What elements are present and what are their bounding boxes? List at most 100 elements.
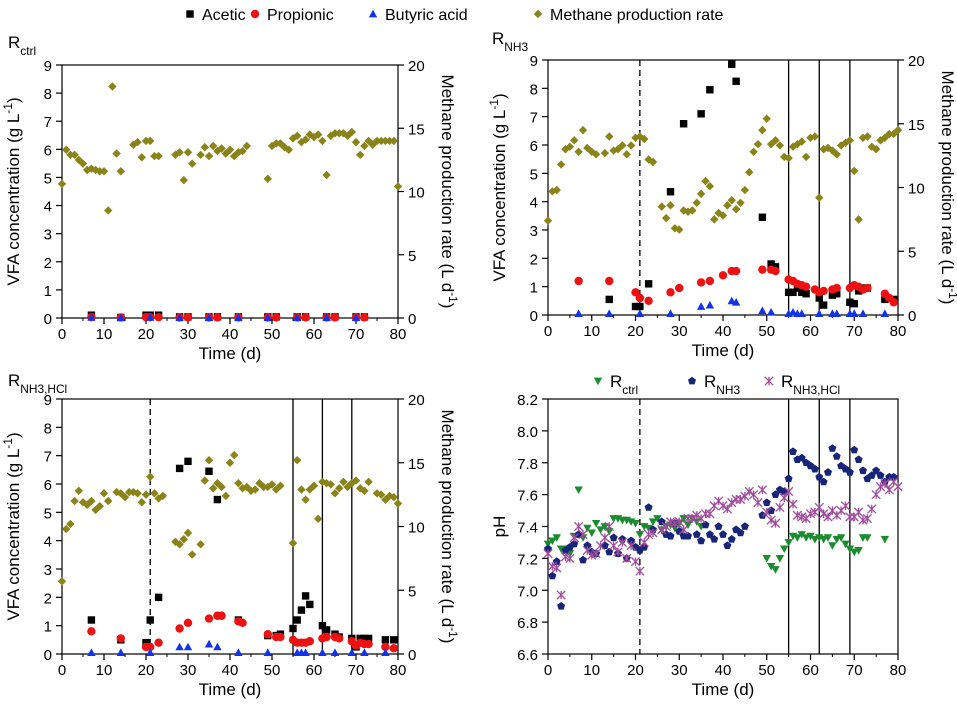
x-tick-label: 50 xyxy=(264,326,281,343)
data-point xyxy=(213,495,222,504)
data-point xyxy=(696,189,706,199)
data-point xyxy=(770,518,781,528)
data-point xyxy=(630,556,641,567)
data-point xyxy=(293,616,301,624)
data-point xyxy=(771,263,780,271)
legend-marker xyxy=(250,9,260,19)
data-point xyxy=(242,141,251,151)
data-point xyxy=(705,509,715,519)
data-point xyxy=(74,486,83,495)
data-point xyxy=(548,571,557,580)
data-point xyxy=(692,198,701,207)
data-point xyxy=(780,545,789,554)
plot-frame xyxy=(61,398,399,655)
data-point xyxy=(748,489,759,500)
data-point xyxy=(771,566,780,574)
data-point xyxy=(718,501,728,511)
data-point xyxy=(675,283,684,293)
data-point xyxy=(889,472,898,481)
data-point xyxy=(225,145,235,154)
x-tick-label: 80 xyxy=(390,662,407,679)
y-tick-label: 7 xyxy=(44,114,52,131)
data-point xyxy=(797,531,806,539)
data-point xyxy=(880,309,890,317)
x-tick-label: 70 xyxy=(846,323,863,340)
data-point xyxy=(797,137,806,146)
y-tick-label: 8.2 xyxy=(517,392,538,409)
y-tick-label: 6.6 xyxy=(517,647,538,664)
data-point xyxy=(146,616,154,624)
data-point xyxy=(142,638,150,647)
y-tick-label: 0 xyxy=(44,311,52,328)
y-tick-label: 3 xyxy=(44,562,52,579)
data-point xyxy=(718,271,728,280)
data-point xyxy=(819,301,828,309)
data-point xyxy=(591,548,601,559)
x-tick-label: 0 xyxy=(58,662,66,679)
data-point xyxy=(884,485,894,495)
y-axis-label: VFA concentration (g L-1) xyxy=(1,97,23,285)
data-point xyxy=(267,480,277,489)
data-point xyxy=(284,145,293,154)
data-point xyxy=(272,313,281,322)
data-point xyxy=(700,509,711,519)
x-tick-label: 30 xyxy=(671,662,688,679)
data-point xyxy=(740,185,750,195)
y-tick-label: 7.0 xyxy=(517,583,538,600)
data-point xyxy=(788,499,798,509)
data-point xyxy=(146,642,155,652)
x-tick-label: 60 xyxy=(306,662,323,679)
data-point xyxy=(175,624,184,633)
y2-tick-label: 0 xyxy=(908,308,916,325)
data-point xyxy=(697,536,706,545)
x-tick-label: 40 xyxy=(715,323,732,340)
legend-marker xyxy=(368,9,378,18)
data-point xyxy=(635,566,645,576)
data-point xyxy=(797,453,806,462)
data-point xyxy=(608,540,619,551)
data-point xyxy=(766,307,776,316)
data-point xyxy=(683,513,693,524)
data-point xyxy=(146,472,155,481)
legend-marker xyxy=(533,9,543,19)
data-point xyxy=(779,493,789,503)
x-tick-label: 50 xyxy=(264,662,281,679)
data-point xyxy=(766,562,776,571)
data-point xyxy=(389,136,398,146)
data-point xyxy=(801,534,811,542)
y-tick-label: 1 xyxy=(530,280,538,297)
data-point xyxy=(175,148,184,157)
data-point xyxy=(653,515,662,523)
data-point xyxy=(171,537,180,546)
data-point xyxy=(556,590,566,600)
data-point xyxy=(87,648,96,656)
data-point xyxy=(622,150,631,159)
data-point xyxy=(225,458,235,467)
data-point xyxy=(753,497,763,508)
x-tick-label: 30 xyxy=(180,326,197,343)
data-point xyxy=(893,481,903,492)
data-point xyxy=(600,532,610,543)
data-point xyxy=(217,144,226,153)
data-point xyxy=(644,280,653,288)
data-point xyxy=(701,520,710,529)
data-point xyxy=(705,530,714,538)
data-point xyxy=(885,129,894,139)
legend-label: Rctrl xyxy=(610,372,638,397)
y2-tick-label: 0 xyxy=(408,647,416,664)
data-point xyxy=(854,215,863,224)
y2-axis-label: Methane production rate (L d-1) xyxy=(938,71,957,305)
data-point xyxy=(604,521,614,532)
data-point xyxy=(116,634,126,643)
data-point xyxy=(351,137,361,147)
data-point xyxy=(574,309,583,317)
x-tick-label: 50 xyxy=(758,323,775,340)
x-tick-label: 60 xyxy=(306,326,323,343)
data-point xyxy=(385,136,394,146)
data-point xyxy=(627,536,636,545)
y-tick-label: 6 xyxy=(44,142,52,159)
data-point xyxy=(209,484,218,493)
data-point xyxy=(696,278,706,287)
data-point xyxy=(183,148,193,157)
data-point xyxy=(731,266,741,276)
